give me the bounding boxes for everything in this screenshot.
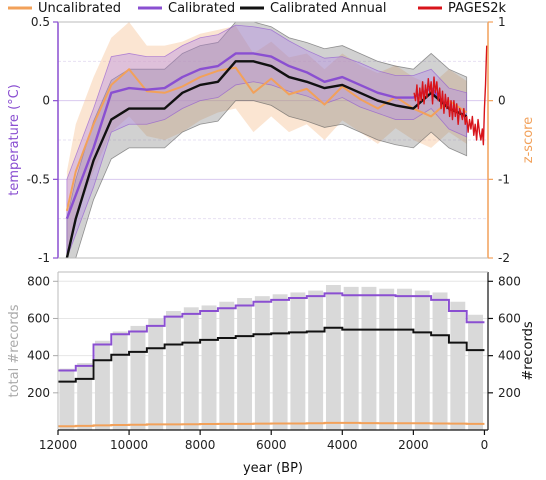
- x-tick-label: 8000: [185, 438, 216, 452]
- bar-total-records: [183, 307, 199, 430]
- x-tick-label: 12000: [39, 438, 77, 452]
- right-y-axis-label: z-score: [521, 117, 536, 163]
- x-tick-label: 0: [481, 438, 489, 452]
- bar-total-records: [201, 305, 217, 430]
- left-tick-label-bottom: 800: [27, 274, 50, 288]
- line-pages2k: [413, 45, 488, 146]
- right-tick-label-bottom: 200: [498, 386, 521, 400]
- bottom-left-y-axis-label: total #records: [7, 304, 22, 397]
- bar-total-records: [94, 340, 110, 430]
- step-calibrated-annual: [58, 326, 485, 383]
- bar-total-records: [112, 331, 128, 430]
- x-tick-label: 6000: [256, 438, 287, 452]
- top-series-group: [65, 22, 488, 258]
- left-tick-label: -1: [38, 251, 50, 265]
- bottom-right-y-axis-label: #records: [521, 321, 536, 380]
- x-tick-label: 10000: [110, 438, 148, 452]
- bar-total-records: [379, 288, 395, 430]
- right-tick-label: 1: [498, 15, 506, 29]
- bar-total-records: [450, 301, 466, 430]
- bar-total-records: [325, 285, 341, 430]
- step-uncalibrated: [58, 421, 485, 428]
- legend-label-uncalibrated: Uncalibrated: [38, 1, 121, 16]
- bar-total-records: [397, 288, 412, 430]
- legend-label-calibrated-annual: Calibrated Annual: [270, 1, 387, 16]
- bar-total-records: [254, 296, 270, 430]
- bar-total-records: [468, 314, 484, 430]
- bar-total-records: [343, 286, 359, 430]
- line-calibrated: [65, 52, 468, 220]
- left-tick-label-bottom: 600: [27, 311, 50, 325]
- right-tick-label-bottom: 400: [498, 349, 521, 363]
- legend-label-pages2k: PAGES2k: [448, 1, 506, 16]
- left-tick-label: 0.5: [31, 15, 50, 29]
- left-tick-label: 0: [42, 94, 50, 108]
- legend: Uncalibrated Calibrated Calibrated Annual P…: [8, 1, 506, 16]
- left-tick-label-bottom: 400: [27, 349, 50, 363]
- left-tick-label-bottom: 200: [27, 386, 50, 400]
- x-tick-label: 2000: [398, 438, 429, 452]
- right-tick-label: 0: [498, 94, 506, 108]
- bar-total-records: [237, 298, 253, 430]
- bar-total-records: [308, 290, 324, 430]
- bar-total-records: [130, 325, 146, 430]
- bar-total-records: [414, 290, 430, 430]
- bar-total-records: [77, 363, 93, 430]
- bar-total-records: [59, 368, 75, 430]
- right-tick-label-bottom: 600: [498, 311, 521, 325]
- step-calibrated: [58, 292, 485, 372]
- bottom-panel: 800 600 400 200 800 600 400 200 total #records #r…: [7, 271, 536, 452]
- right-tick-label: -1: [498, 172, 510, 186]
- bar-total-records: [272, 294, 288, 430]
- bar-total-records: [166, 311, 181, 430]
- bar-total-records: [148, 318, 164, 430]
- bar-total-records: [432, 292, 448, 430]
- band-uncalibrated: [66, 22, 467, 251]
- bar-total-records: [219, 301, 235, 430]
- x-tick-label: 4000: [327, 438, 358, 452]
- left-y-axis-label: temperature (°C): [7, 84, 22, 196]
- x-axis-label: year (BP): [243, 461, 303, 476]
- line-calibrated-annual: [65, 60, 468, 258]
- band-calibrated: [66, 24, 468, 258]
- right-tick-label-bottom: 800: [498, 274, 521, 288]
- top-panel: 0.5 0 -0.5 -1 1 0 -1 -2 temperature (°C) z-score: [7, 15, 536, 265]
- right-tick-label: -2: [498, 251, 510, 265]
- bar-total-records: [290, 292, 306, 430]
- legend-label-calibrated: Calibrated: [168, 1, 235, 16]
- left-tick-label: -0.5: [27, 172, 50, 186]
- band-calibrated-annual: [66, 22, 468, 258]
- bar-total-records: [361, 286, 377, 430]
